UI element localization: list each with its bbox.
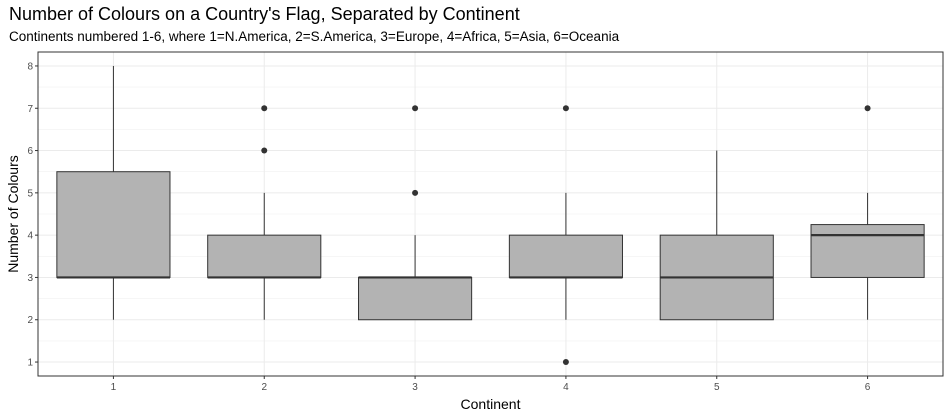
y-axis-ticks: 1 2 3 4 5 6 7 8 (27, 61, 38, 369)
chart-title: Number of Colours on a Country's Flag, S… (9, 4, 520, 24)
outlier-point (261, 147, 268, 154)
outlier-point (562, 359, 569, 366)
box-iqr (358, 276, 473, 321)
box-6 (810, 105, 925, 320)
x-tick-label: 4 (563, 382, 569, 393)
x-tick-label: 5 (714, 382, 720, 393)
outlier-point (412, 105, 419, 112)
outlier-point (864, 105, 871, 112)
box-4 (508, 105, 623, 366)
outlier-point (412, 189, 419, 196)
box-iqr (508, 234, 623, 278)
outlier-point (261, 105, 268, 112)
y-tick-label: 8 (27, 61, 33, 72)
y-tick-label: 7 (27, 104, 33, 115)
y-tick-label: 2 (27, 315, 33, 326)
box-iqr (207, 234, 322, 278)
box-2 (207, 105, 322, 320)
grid-lines (38, 52, 943, 376)
outlier-point (562, 105, 569, 112)
y-tick-label: 1 (27, 358, 33, 369)
y-tick-label: 6 (27, 146, 33, 157)
y-axis-title: Number of Colours (5, 155, 21, 273)
x-axis-title: Continent (461, 396, 521, 412)
x-tick-label: 2 (261, 382, 267, 393)
y-tick-label: 3 (27, 273, 33, 284)
box-series (56, 65, 925, 366)
box-3 (358, 105, 473, 321)
y-tick-label: 5 (27, 188, 33, 199)
x-tick-label: 6 (865, 382, 871, 393)
x-tick-label: 3 (412, 382, 418, 393)
chart-subtitle: Continents numbered 1-6, where 1=N.Ameri… (9, 29, 620, 44)
box-iqr (810, 224, 925, 278)
box-1 (56, 65, 171, 320)
x-axis-ticks: 1 2 3 4 5 6 (111, 376, 871, 393)
box-iqr (56, 171, 171, 278)
x-tick-label: 1 (111, 382, 117, 393)
box-5 (659, 150, 774, 321)
panel-border (37, 51, 944, 377)
y-tick-label: 4 (27, 231, 33, 242)
